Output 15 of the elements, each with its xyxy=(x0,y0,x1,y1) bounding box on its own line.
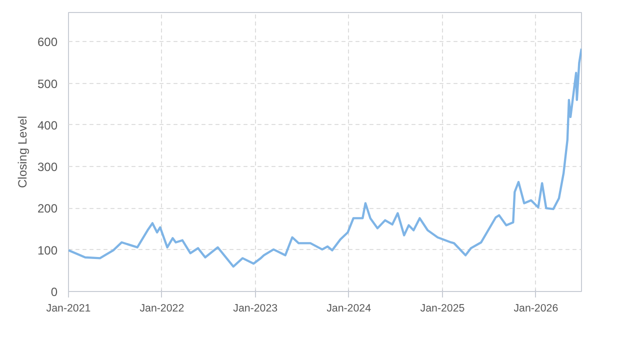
x-tick-label: Jan-2021 xyxy=(46,302,91,314)
y-tick-label: 600 xyxy=(37,35,58,50)
y-tick-label: 0 xyxy=(50,285,58,299)
x-tick-label: Jan-2023 xyxy=(233,302,278,314)
x-tick-label: Jan-2024 xyxy=(326,302,372,314)
y-tick-label: 200 xyxy=(37,202,58,216)
y-tick-label: 500 xyxy=(37,76,58,91)
line-series xyxy=(68,48,582,268)
y-tick-label: 300 xyxy=(37,160,58,174)
x-tick-label: Jan-2025 xyxy=(420,302,465,314)
y-tick-label: 100 xyxy=(37,243,58,258)
y-axis-title: Closing Level xyxy=(15,116,30,188)
x-tick-label: Jan-2022 xyxy=(140,302,184,314)
y-tick-label: 400 xyxy=(37,118,58,132)
x-tick-label: Jan-2026 xyxy=(514,302,558,314)
